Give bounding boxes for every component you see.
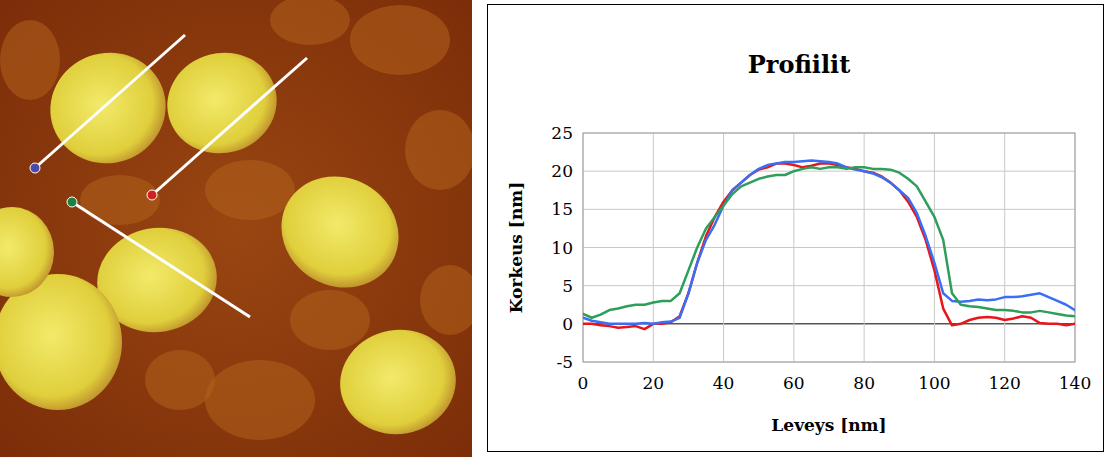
background-grain (350, 5, 450, 75)
profile-line (35, 35, 185, 168)
particle (332, 321, 464, 444)
background-grain (205, 360, 315, 440)
particle (261, 155, 419, 309)
background-grain (205, 160, 295, 220)
profile-marker (30, 163, 40, 173)
x-tick-label: 0 (578, 373, 589, 393)
y-tick-label: 25 (551, 123, 573, 143)
y-tick-label: 10 (551, 238, 573, 258)
grid-line (583, 209, 1075, 210)
profile-series (583, 164, 1075, 330)
y-tick-label: 15 (551, 199, 573, 219)
y-axis-title: Korkeus [nm] (506, 182, 526, 314)
chart-title: Profiilit (748, 50, 851, 79)
background-grain (420, 265, 472, 335)
x-axis-title: Leveys [nm] (771, 415, 886, 435)
grid-line (583, 171, 1075, 172)
profile-line (72, 202, 250, 317)
grid-line (723, 133, 724, 362)
background-grain (270, 0, 350, 45)
x-tick-label: 20 (642, 373, 664, 393)
background-grain (290, 290, 370, 350)
y-tick-label: -5 (556, 352, 573, 372)
particle (0, 207, 54, 297)
profile-series (583, 160, 1075, 323)
x-tick-label: 80 (853, 373, 875, 393)
chart: Profiilit-50510152025020406080100120140L… (488, 5, 1104, 452)
series-group (583, 160, 1075, 329)
figure: Profiilit-50510152025020406080100120140L… (0, 0, 1113, 457)
y-tick-label: 20 (551, 161, 573, 181)
afm-image (0, 0, 480, 457)
plot-frame (583, 133, 1075, 362)
grid-line (793, 133, 794, 362)
background-grain (405, 110, 472, 190)
grid-line (934, 133, 935, 362)
x-tick-label: 140 (1059, 373, 1091, 393)
background-grain (145, 350, 215, 410)
grid-line (583, 285, 1075, 286)
grid (583, 133, 1075, 362)
profile-marker (67, 197, 77, 207)
profile-marker (147, 190, 157, 200)
grid-line (583, 247, 1075, 248)
x-tick-label: 120 (988, 373, 1020, 393)
profile-series (583, 167, 1075, 317)
grid-line (1004, 133, 1005, 362)
x-tick-label: 60 (783, 373, 805, 393)
y-tick-label: 0 (562, 314, 573, 334)
particle (156, 40, 288, 165)
grid-line (653, 133, 654, 362)
chart-frame (488, 5, 1104, 452)
image-content (0, 0, 472, 457)
background-grain (0, 20, 60, 100)
profile-line (152, 58, 307, 195)
x-tick-label: 40 (713, 373, 735, 393)
background-grain (80, 175, 160, 225)
y-tick-label: 5 (562, 276, 573, 296)
x-tick-label: 100 (918, 373, 950, 393)
